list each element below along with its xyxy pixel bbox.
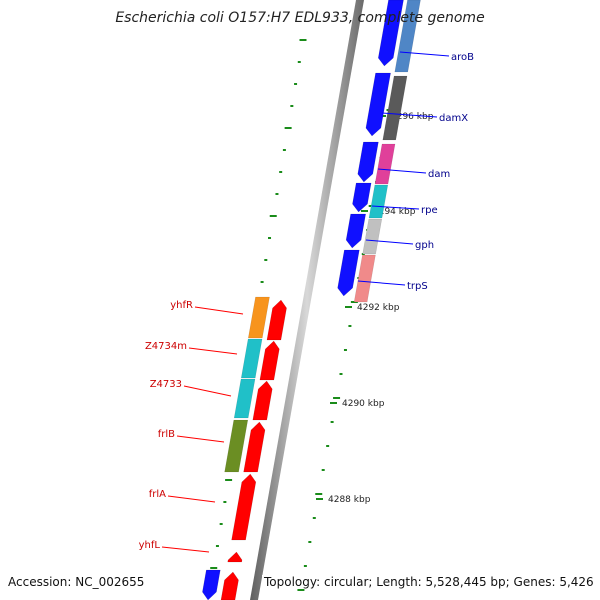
forward-gene-label: aroB — [451, 52, 474, 63]
forward-gene-leader — [399, 51, 450, 57]
length-label: Length: — [376, 575, 422, 589]
forward-feature-block — [362, 218, 383, 255]
scale-label: 4288 kbp — [328, 495, 371, 505]
forward-feature-block — [368, 184, 389, 219]
gene-labels: aroB damX dam rpe gph trpS yhfR Z4734m Z4733 frlB… — [139, 51, 474, 553]
reverse-gene-leader — [161, 546, 210, 553]
reverse-feature-block — [224, 419, 249, 473]
gene-track — [202, 0, 421, 600]
scale-label: 4292 kbp — [357, 303, 400, 313]
reverse-gene-label: yhfL — [139, 540, 161, 551]
length-value: 5,528,445 bp — [425, 575, 506, 589]
backbone — [250, 0, 364, 600]
forward-cds-arrow — [377, 0, 404, 67]
accession-value: NC_002655 — [75, 575, 145, 589]
forward-cds-arrow — [202, 569, 221, 600]
accession-label: Accession: — [8, 575, 72, 589]
map-title: Escherichia coli O157:H7 EDL933, complet… — [115, 10, 485, 26]
reverse-cds-arrow — [243, 421, 266, 473]
forward-gene-label: dam — [428, 169, 450, 180]
forward-gene-leader — [381, 112, 438, 118]
reverse-gene-label: frlA — [149, 489, 166, 500]
reverse-feature-block — [240, 338, 263, 379]
reverse-gene-leader — [167, 495, 216, 503]
topology-value: circular — [323, 575, 369, 589]
forward-feature-block — [353, 254, 376, 303]
reverse-cds-arrow — [220, 571, 239, 600]
genes-label: Genes: — [513, 575, 556, 589]
reverse-gene-label: Z4734m — [145, 341, 187, 352]
genome-summary: Topology: circular; Length: 5,528,445 bp… — [262, 575, 594, 589]
forward-gene-label: gph — [415, 240, 434, 251]
forward-cds-arrow — [345, 213, 366, 249]
scale-label: 4294 kbp — [373, 207, 416, 217]
reverse-gene-leader — [183, 385, 232, 397]
reverse-gene-leader — [176, 435, 225, 443]
scale-label: 4296 kbp — [391, 112, 434, 122]
backbone-band — [250, 0, 364, 600]
forward-cds-arrow — [352, 182, 372, 213]
forward-feature-block — [382, 75, 408, 141]
reverse-gene-leader — [194, 306, 244, 315]
forward-feature-block — [374, 143, 396, 185]
reverse-feature-block — [233, 378, 256, 419]
forward-cds-arrow — [365, 72, 391, 137]
forward-gene-label: trpS — [407, 281, 428, 292]
reverse-cds-arrow — [259, 340, 280, 381]
scale-label: 4290 kbp — [342, 399, 385, 409]
reverse-cds-arrow — [252, 380, 273, 421]
reverse-gene-label: yhfR — [170, 300, 193, 311]
forward-cds-arrow — [337, 249, 360, 297]
forward-gene-leader — [377, 168, 427, 174]
reverse-feature-block — [247, 296, 270, 339]
reverse-gene-label: frlB — [158, 429, 175, 440]
reverse-gene-label: Z4733 — [150, 379, 182, 390]
genes-value: 5,426 — [559, 575, 594, 589]
forward-gene-leader — [365, 239, 414, 245]
reverse-cds-arrow — [227, 551, 243, 563]
reverse-cds-arrow — [266, 299, 287, 341]
accession-text: Accession: NC_002655 — [8, 575, 149, 589]
forward-gene-label: damX — [439, 113, 468, 124]
forward-gene-label: rpe — [421, 205, 438, 216]
forward-cds-arrow — [357, 141, 379, 183]
forward-gene-leader — [371, 205, 420, 210]
forward-gene-leader — [357, 280, 406, 286]
forward-feature-block — [394, 0, 421, 73]
reverse-gene-leader — [188, 347, 238, 355]
reverse-cds-arrow — [231, 473, 257, 541]
topology-label: Topology: — [264, 575, 321, 589]
